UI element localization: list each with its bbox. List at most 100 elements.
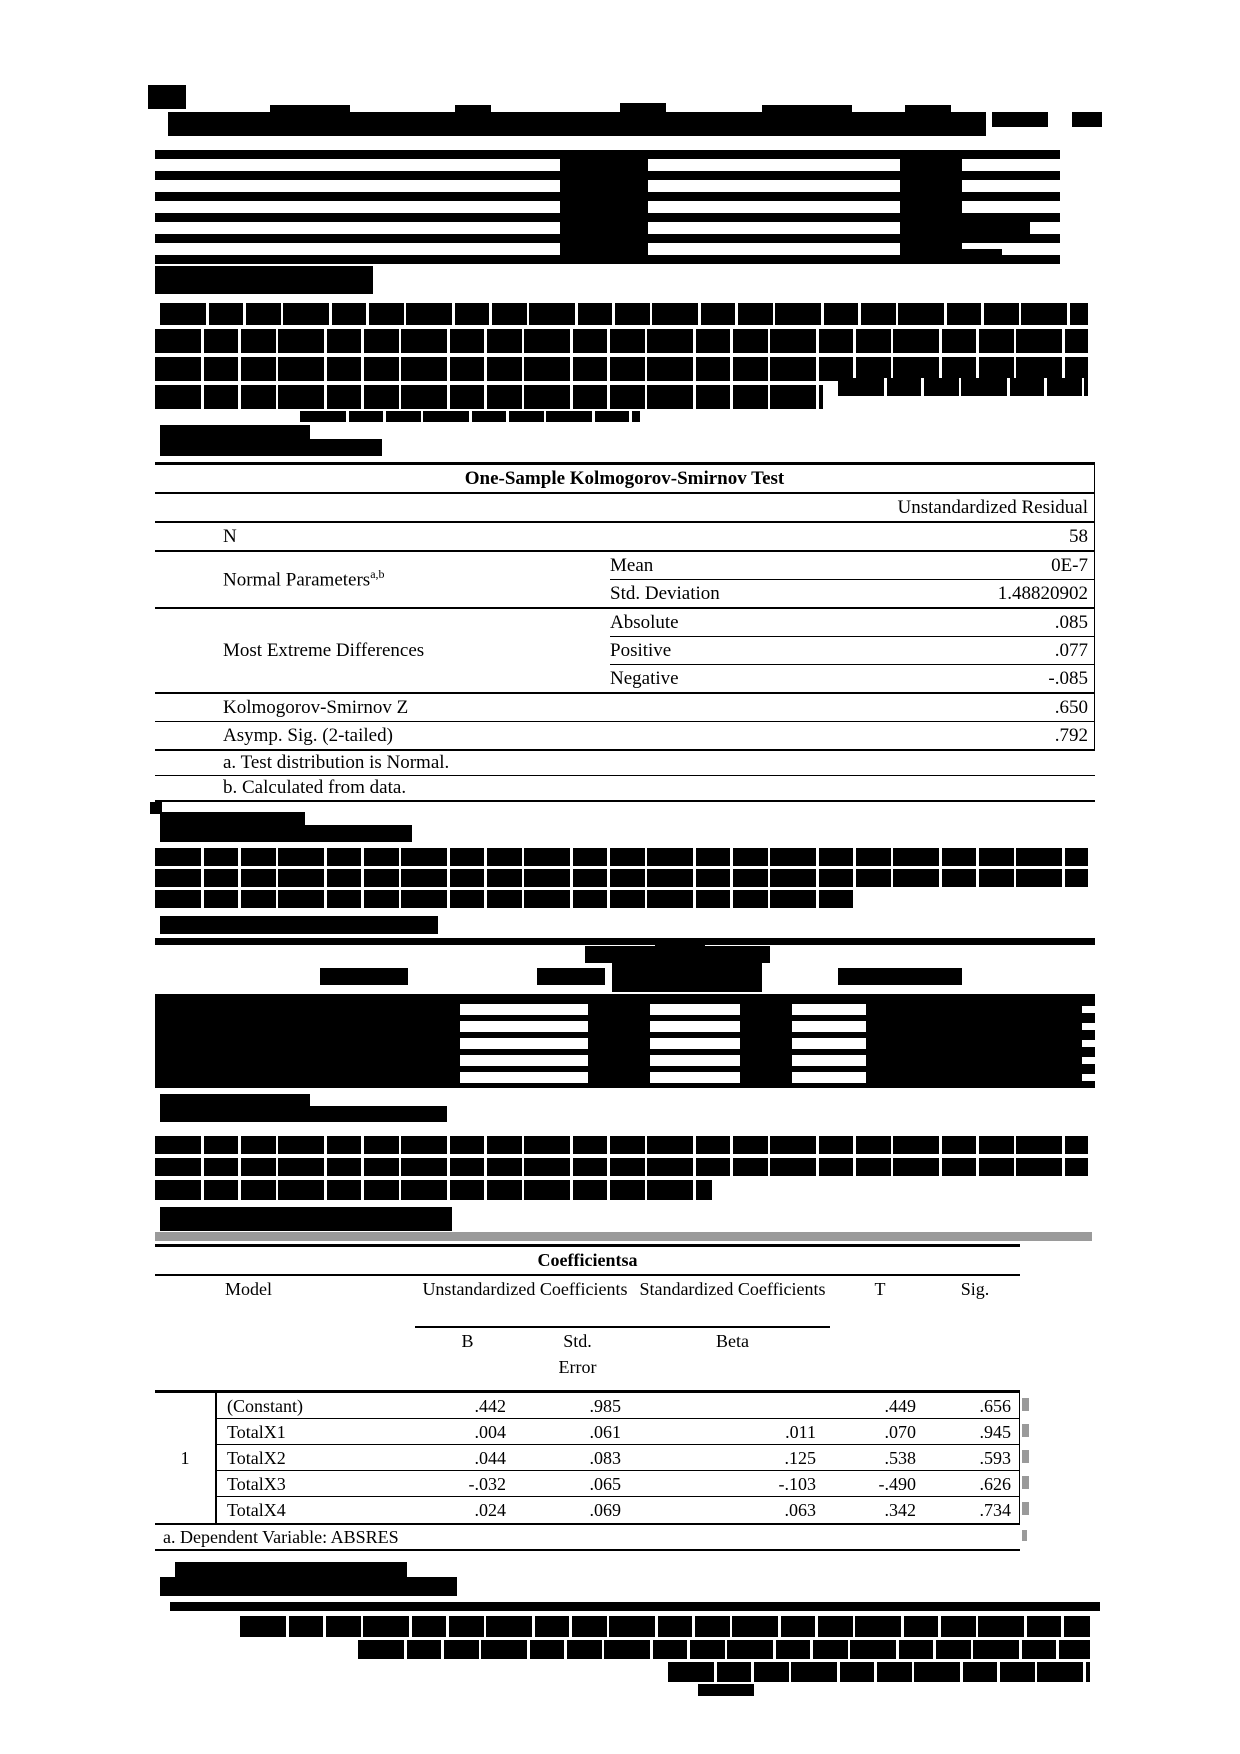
redaction-block xyxy=(992,112,1048,127)
redaction-block xyxy=(160,825,412,842)
redaction-gap xyxy=(792,1072,866,1083)
redaction-block xyxy=(1072,112,1102,127)
redaction-block xyxy=(560,243,648,255)
ks-row-n: N 58 xyxy=(155,523,1094,552)
redaction-block xyxy=(160,812,305,826)
ks-table-body: One-Sample Kolmogorov-Smirnov Test Unsta… xyxy=(155,465,1095,751)
redaction-gap xyxy=(1082,1006,1095,1013)
redaction-block xyxy=(560,180,648,192)
scan-shadow-mark xyxy=(1022,1502,1029,1515)
redaction-gap xyxy=(460,1072,588,1083)
redaction-block xyxy=(585,946,770,963)
redaction-block xyxy=(155,171,1060,180)
ks-row-label: N xyxy=(223,526,237,547)
redaction-block xyxy=(175,1562,407,1578)
redaction-block xyxy=(838,968,962,985)
coef-row-body: TotalX2 .044 .083 .125 .538 .593 xyxy=(215,1445,1020,1471)
ks-table-title: One-Sample Kolmogorov-Smirnov Test xyxy=(155,465,1094,494)
coef-label: TotalX4 xyxy=(227,1500,286,1520)
redaction-block xyxy=(320,968,408,985)
coef-row-body: TotalX4 .024 .069 .063 .342 .734 xyxy=(215,1497,1020,1523)
redaction-block xyxy=(155,255,1060,264)
coefficients-header-row-2: B Std. Error Beta xyxy=(155,1328,1020,1393)
coef-b: .442 xyxy=(474,1396,507,1416)
redaction-gap xyxy=(650,1072,740,1083)
redaction-block xyxy=(900,201,962,213)
header-model: Model xyxy=(225,1279,272,1299)
header-sig: Sig. xyxy=(960,1279,990,1299)
coef-std-error: .083 xyxy=(589,1448,622,1468)
redaction-block xyxy=(160,1094,310,1107)
scan-shadow-mark xyxy=(1022,1424,1029,1437)
scan-shadow-mark xyxy=(1022,1450,1029,1463)
coef-std-error: .069 xyxy=(589,1500,622,1520)
redaction-block xyxy=(900,159,962,171)
redaction-gap xyxy=(1082,1074,1095,1081)
redaction-block xyxy=(155,1158,1088,1176)
coef-beta: .011 xyxy=(785,1422,816,1442)
coef-beta: -.103 xyxy=(778,1474,817,1494)
redaction-block xyxy=(160,425,310,441)
ks-row-value: 0E-7 xyxy=(1051,555,1088,576)
redaction-block xyxy=(155,1180,712,1200)
redaction-block xyxy=(155,890,855,908)
redaction-block xyxy=(155,213,1060,222)
redaction-gap xyxy=(1082,1023,1095,1030)
redaction-gap xyxy=(650,1004,740,1015)
redaction-block xyxy=(300,411,640,422)
coef-sig: .734 xyxy=(979,1500,1012,1520)
redaction-block xyxy=(155,994,1095,1000)
ks-row-asymp-sig: Asymp. Sig. (2-tailed) .792 xyxy=(155,722,1094,751)
coef-t: .070 xyxy=(884,1422,917,1442)
redaction-block xyxy=(160,1207,452,1231)
coef-b: .044 xyxy=(474,1448,507,1468)
footnote-marker: a,b xyxy=(370,567,385,582)
model-number-cell: 1 xyxy=(180,1448,190,1468)
redaction-gap xyxy=(792,1004,866,1015)
coef-b: -.032 xyxy=(468,1474,507,1494)
redaction-block xyxy=(148,85,186,109)
header-standardized-coefficients: Standardized Coefficients xyxy=(635,1276,830,1328)
redaction-block xyxy=(155,329,1088,353)
redaction-block xyxy=(668,1662,1090,1682)
ks-sub-label: Std. Deviation xyxy=(610,583,720,604)
coef-row-totalx1: TotalX1 .004 .061 .011 .070 .945 xyxy=(155,1419,1020,1445)
ks-group-rows: Mean 0E-7 Std. Deviation 1.48820902 xyxy=(610,552,1094,607)
scan-shadow-mark xyxy=(1022,1530,1027,1541)
model-number-cell xyxy=(155,1497,215,1523)
model-number-cell xyxy=(155,1471,215,1497)
coef-beta xyxy=(635,1393,830,1418)
redaction-block xyxy=(155,1136,1088,1154)
coefficients-footnote: a. Dependent Variable: ABSRES xyxy=(155,1525,1020,1551)
redaction-block xyxy=(170,1602,1100,1611)
redaction-block xyxy=(155,869,1088,887)
coef-row-totalx3: TotalX3 -.032 .065 -.103 -.490 .626 xyxy=(155,1471,1020,1497)
redaction-block xyxy=(150,802,162,814)
header-unstandardized-coefficients: Unstandardized Coefficients xyxy=(415,1276,635,1328)
coef-t: .342 xyxy=(884,1500,917,1520)
ks-row-value: -.085 xyxy=(1048,668,1088,689)
coef-beta: .063 xyxy=(784,1500,817,1520)
coef-label: TotalX2 xyxy=(227,1448,286,1468)
redaction-block xyxy=(155,266,373,294)
coef-label: TotalX1 xyxy=(227,1422,286,1442)
ks-row-value: .792 xyxy=(1054,725,1088,746)
redaction-block xyxy=(455,105,491,114)
coef-row-constant: (Constant) .442 .985 .449 .656 xyxy=(155,1393,1020,1419)
redaction-block xyxy=(698,1684,754,1696)
ks-group-label-text: Most Extreme Differences xyxy=(223,639,425,661)
redaction-block xyxy=(537,968,605,985)
ks-sub-label: Positive xyxy=(610,640,672,661)
ks-sub-label: Absolute xyxy=(610,612,679,633)
model-number-cell xyxy=(155,1393,215,1419)
coef-b: .024 xyxy=(474,1500,507,1520)
redaction-block xyxy=(270,105,350,114)
redaction-block xyxy=(155,150,1060,159)
redaction-block xyxy=(620,103,666,114)
coef-row-totalx2: 1 TotalX2 .044 .083 .125 .538 .593 xyxy=(155,1445,1020,1471)
ks-sub-label: Mean xyxy=(610,555,654,576)
ks-row-std-deviation: Std. Deviation 1.48820902 xyxy=(610,580,1094,607)
redaction-gap xyxy=(792,1021,866,1032)
coef-t: .538 xyxy=(884,1448,917,1468)
ks-row-absolute: Absolute .085 xyxy=(610,609,1094,637)
